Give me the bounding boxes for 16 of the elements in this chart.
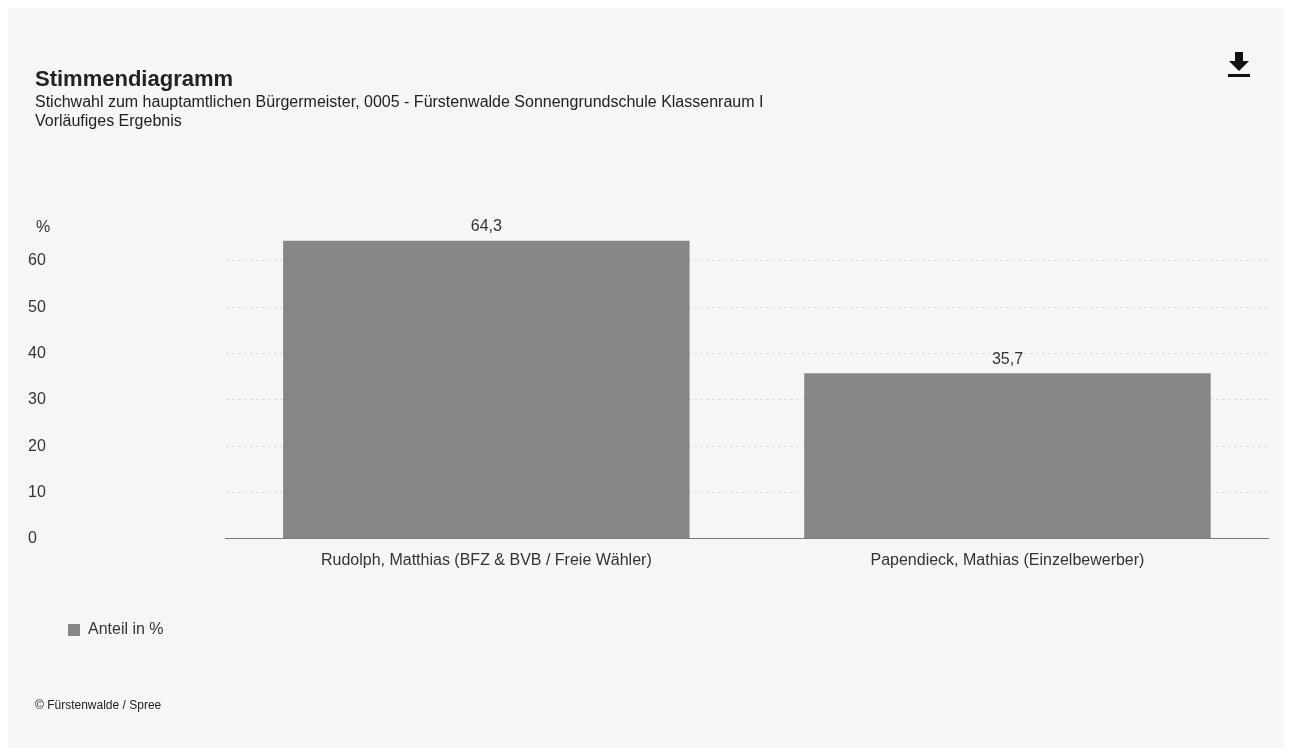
text: © Fürstenwalde / Spree [35, 698, 162, 712]
chart-title: Stimmendiagramm [35, 66, 235, 92]
y-tick-label: 0 [28, 529, 37, 547]
y-tick-label: 40 [28, 343, 46, 361]
y-axis-title: % [36, 218, 51, 236]
data-label: 35,7 [991, 349, 1024, 367]
chart-subtitle: Stichwahl zum hauptamtlichen Bürgermeister, 0005 - Fürstenwalde Sonnengrundschule Klassenraum I Vorläufiges Ergebnis [35, 92, 764, 130]
legend-label: Anteil in % [88, 620, 164, 638]
y-tick-label: 30 [28, 390, 46, 408]
y-tick-label: 20 [28, 436, 46, 454]
x-tick-label: Rudolph, Matthias (BFZ & BVB / Freie Wähler) [320, 550, 652, 568]
y-tick-label: 10 [28, 482, 46, 500]
y-tick-label: 50 [28, 297, 46, 315]
x-tick-label: Papendieck, Mathias (Einzelbewerber) [870, 550, 1145, 568]
data-label: 64,3 [470, 217, 503, 235]
y-tick-label: 60 [28, 251, 46, 269]
